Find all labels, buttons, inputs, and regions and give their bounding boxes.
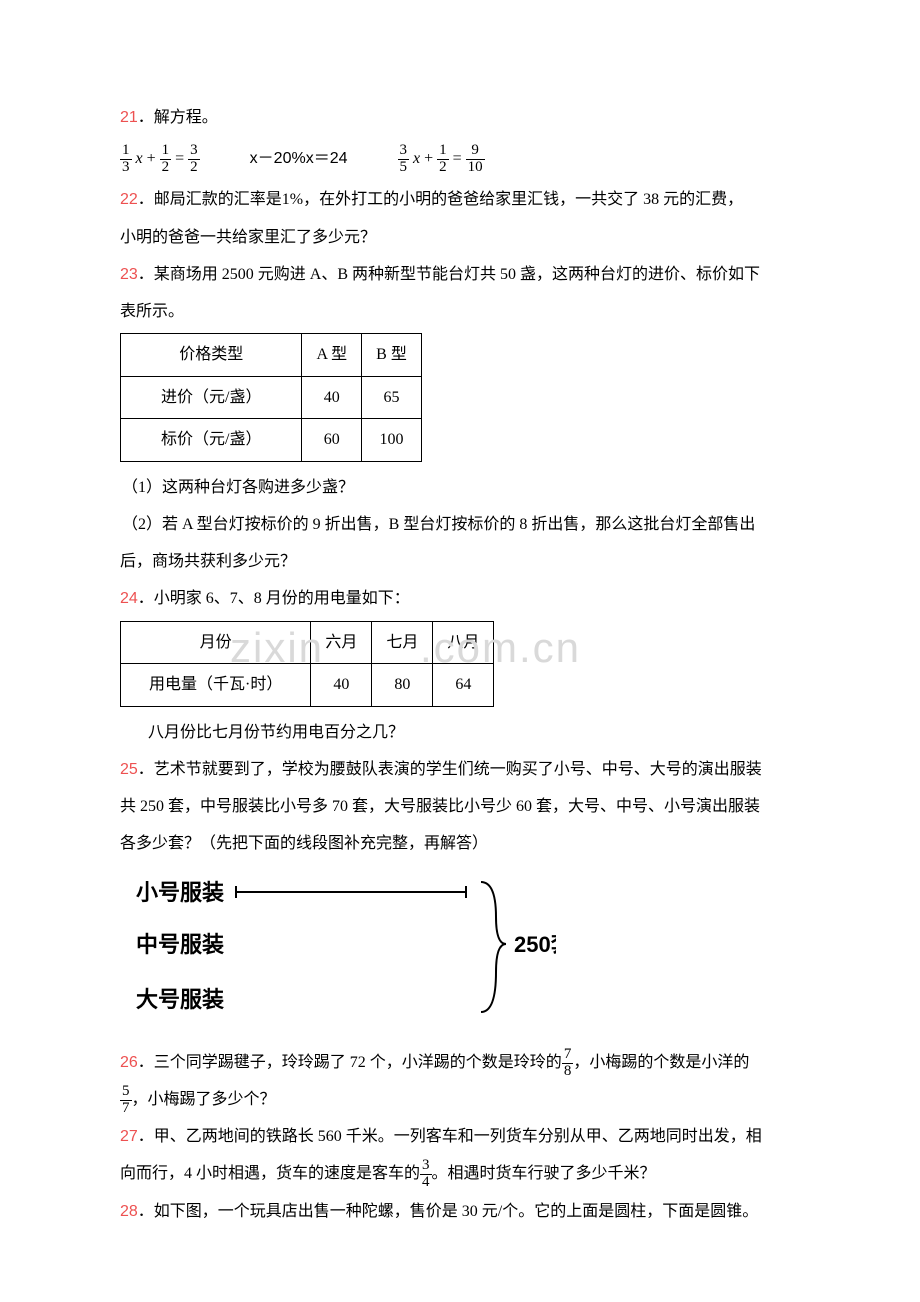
q26-text1a: ．三个同学踢毽子，玲玲踢了 72 个，小洋踢的个数是玲玲的 xyxy=(138,1054,562,1071)
q23-sub2: （2）若 A 型台灯按标价的 9 折出售，B 型台灯按标价的 8 折出售，那么这… xyxy=(122,507,800,542)
q23-text1: ．某商场用 2500 元购进 A、B 两种新型节能台灯共 50 盏，这两种台灯的… xyxy=(138,266,760,283)
q24-line2: 八月份比七月份节约用电百分之几？ xyxy=(148,715,800,750)
frac-den: 2 xyxy=(188,160,200,176)
table-cell: 进价（元/盏） xyxy=(121,376,302,419)
frac-den: 7 xyxy=(120,1101,132,1117)
frac-num: 3 xyxy=(188,143,200,160)
q27-num: 27 xyxy=(120,1128,138,1145)
frac-den: 2 xyxy=(437,160,449,176)
q27-line2: 向而行，4 小时相遇，货车的速度是客车的34。相遇时货车行驶了多少千米？ xyxy=(120,1156,800,1191)
q21-eq3: 35 x + 12 = 910 xyxy=(398,141,485,176)
q21-title-text: ．解方程。 xyxy=(138,109,218,126)
table-cell: 40 xyxy=(302,376,362,419)
q22-line1: 22．邮局汇款的汇率是1%，在外打工的小明的爸爸给家里汇钱，一共交了 38 元的… xyxy=(120,182,800,217)
q24-text1: ．小明家 6、7、8 月份的用电量如下： xyxy=(138,590,410,607)
q28-text1: ．如下图，一个玩具店出售一种陀螺，售价是 30 元/个。它的上面是圆柱，下面是圆… xyxy=(138,1203,758,1220)
diagram-label-medium: 中号服装 xyxy=(136,932,224,957)
q26-num: 26 xyxy=(120,1054,138,1071)
frac-den: 3 xyxy=(120,160,132,176)
q26-line1: 26．三个同学踢毽子，玲玲踢了 72 个，小洋踢的个数是玲玲的78，小梅踢的个数… xyxy=(120,1045,800,1080)
q24-num: 24 xyxy=(120,590,138,607)
table-cell: 100 xyxy=(362,419,422,462)
table-cell: 64 xyxy=(433,664,494,707)
q28-line1: 28．如下图，一个玩具店出售一种陀螺，售价是 30 元/个。它的上面是圆柱，下面… xyxy=(120,1194,800,1229)
table-cell: 用电量（千瓦·时） xyxy=(121,664,311,707)
q27-text1: ．甲、乙两地间的铁路长 560 千米。一列客车和一列货车分别从甲、乙两地同时出发… xyxy=(138,1128,762,1145)
q26-text1b: ，小梅踢的个数是小洋的 xyxy=(573,1054,749,1071)
q23-sub2b: 后，商场共获利多少元？ xyxy=(120,544,800,579)
q25-line3: 各多少套？（先把下面的线段图补充完整，再解答） xyxy=(120,826,800,861)
q26-line2: 57，小梅踢了多少个？ xyxy=(120,1082,800,1117)
diagram-label-large: 大号服装 xyxy=(136,987,224,1012)
q22-text1: ．邮局汇款的汇率是1%，在外打工的小明的爸爸给家里汇钱，一共交了 38 元的汇费… xyxy=(138,191,743,208)
frac-num: 5 xyxy=(120,1084,132,1101)
q21-eq2: x－20%x＝24 xyxy=(250,141,348,176)
table-cell: 标价（元/盏） xyxy=(121,419,302,462)
q25-text1: ．艺术节就要到了，学校为腰鼓队表演的学生们统一购买了小号、中号、大号的演出服装 xyxy=(138,761,762,778)
frac-den: 2 xyxy=(160,160,172,176)
frac-num: 1 xyxy=(160,143,172,160)
q25-num: 25 xyxy=(120,761,138,778)
q27-text2b: 。相遇时货车行驶了多少千米？ xyxy=(432,1165,656,1182)
q23-line2: 表所示。 xyxy=(120,294,800,329)
frac-num: 3 xyxy=(398,143,410,160)
table-cell: 月份 xyxy=(121,621,311,664)
frac-num: 3 xyxy=(420,1158,432,1175)
table-cell: A 型 xyxy=(302,334,362,377)
q24-table: 月份 六月 七月 八月 用电量（千瓦·时） 40 80 64 xyxy=(120,621,494,707)
frac-den: 8 xyxy=(562,1064,574,1080)
q22-num: 22 xyxy=(120,191,138,208)
q23-sub1: （1）这两种台灯各购进多少盏？ xyxy=(122,470,800,505)
diagram-label-small: 小号服装 xyxy=(136,880,224,905)
frac-den: 5 xyxy=(398,160,410,176)
table-row: 月份 六月 七月 八月 xyxy=(121,621,494,664)
table-cell: 80 xyxy=(372,664,433,707)
q22-line2: 小明的爸爸一共给家里汇了多少元？ xyxy=(120,220,800,255)
q25-line1: 25．艺术节就要到了，学校为腰鼓队表演的学生们统一购买了小号、中号、大号的演出服… xyxy=(120,752,800,787)
table-row: 进价（元/盏） 40 65 xyxy=(121,376,422,419)
table-cell: 价格类型 xyxy=(121,334,302,377)
table-cell: 六月 xyxy=(311,621,372,664)
q23-line1: 23．某商场用 2500 元购进 A、B 两种新型节能台灯共 50 盏，这两种台… xyxy=(120,257,800,292)
frac-num: 9 xyxy=(466,143,485,160)
q26-text2: ，小梅踢了多少个？ xyxy=(132,1091,276,1108)
table-row: 用电量（千瓦·时） 40 80 64 xyxy=(121,664,494,707)
q24-line1: 24．小明家 6、7、8 月份的用电量如下： xyxy=(120,581,800,616)
q21-equations: 13 x + 12 = 32 x－20%x＝24 35 x + 12 = 910 xyxy=(120,141,800,176)
frac-num: 7 xyxy=(562,1047,574,1064)
table-cell: B 型 xyxy=(362,334,422,377)
table-cell: 60 xyxy=(302,419,362,462)
table-row: 标价（元/盏） 60 100 xyxy=(121,419,422,462)
q21-title: 21．解方程。 xyxy=(120,100,800,135)
q27-text2a: 向而行，4 小时相遇，货车的速度是客车的 xyxy=(120,1165,420,1182)
table-row: 价格类型 A 型 B 型 xyxy=(121,334,422,377)
table-cell: 七月 xyxy=(372,621,433,664)
table-cell: 八月 xyxy=(433,621,494,664)
diagram-brace-label: 250套 xyxy=(514,932,556,957)
table-cell: 65 xyxy=(362,376,422,419)
frac-num: 1 xyxy=(437,143,449,160)
frac-den: 4 xyxy=(420,1175,432,1191)
q23-num: 23 xyxy=(120,266,138,283)
q21-eq1: 13 x + 12 = 32 xyxy=(120,141,200,176)
q25-diagram: 小号服装 中号服装 大号服装 250套 xyxy=(126,872,556,1022)
q28-num: 28 xyxy=(120,1203,138,1220)
q27-line1: 27．甲、乙两地间的铁路长 560 千米。一列客车和一列货车分别从甲、乙两地同时… xyxy=(120,1119,800,1154)
frac-den: 10 xyxy=(466,160,485,176)
q25-line2: 共 250 套，中号服装比小号多 70 套，大号服装比小号少 60 套，大号、中… xyxy=(120,789,800,824)
q23-table: 价格类型 A 型 B 型 进价（元/盏） 40 65 标价（元/盏） 60 10… xyxy=(120,333,422,462)
frac-num: 1 xyxy=(120,143,132,160)
table-cell: 40 xyxy=(311,664,372,707)
q21-num: 21 xyxy=(120,109,138,126)
